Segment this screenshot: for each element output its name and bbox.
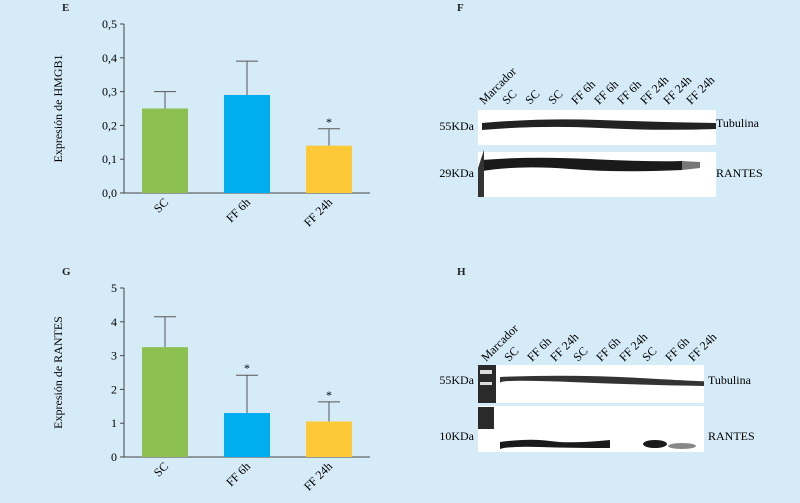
lane-label: FF 6h [593, 334, 623, 364]
lane-label: SC [545, 87, 565, 107]
bar [142, 108, 188, 193]
y-axis-label: Expresión de RANTES [51, 316, 65, 429]
panel-letter-h: H [457, 266, 466, 278]
y-tick-label: 4 [111, 315, 117, 329]
bar [224, 94, 270, 193]
y-tick-label: 5 [111, 281, 117, 295]
blot-f-tubulina-band [482, 119, 716, 130]
y-axis-label: Expresión de HMGB1 [51, 55, 65, 163]
western-blot-h: Marcador SC FF 6h FF 24h SC FF 6h FF 24h SC FF 6… [420, 270, 800, 470]
western-blot-f: Marcador SC SC SC FF 6h FF 6h FF 6h FF 24h FF 24… [420, 10, 800, 210]
rantes-bar-chart: 0 1 2 3 4 5 Expresión de RANTES SC * FF 6h * FF 24h [51, 281, 370, 493]
y-tick-label: 0,1 [102, 152, 117, 166]
lane-label: FF 6h [662, 334, 692, 364]
blot-h-marker-10: 10KDa [439, 429, 474, 443]
y-tick-label: 2 [111, 382, 117, 396]
bar [306, 421, 352, 457]
blot-f-protein-tubulina: Tubulina [716, 116, 760, 130]
lane-label: FF 6h [568, 77, 598, 107]
blot-f-marker-edge [478, 150, 484, 197]
lane-label: FF 24h [685, 330, 719, 364]
y-tick-label: 3 [111, 349, 117, 363]
y-tick-label: 0,5 [102, 17, 117, 31]
y-tick-label: 0,3 [102, 85, 117, 99]
panel-letter-f: F [457, 2, 464, 14]
blot-h-ladder-gap [480, 382, 492, 385]
bar [306, 145, 352, 193]
blot-h-rantes-band [500, 439, 610, 449]
blot-f-rantes-band-faint [682, 161, 700, 170]
lane-label: FF 6h [614, 77, 644, 107]
y-tick-label: 0,4 [102, 51, 117, 65]
hmgb1-bar-chart: 0,0 0,1 0,2 0,3 0,4 0,5 Expresión de HMGB1 SC FF… [51, 17, 370, 229]
lane-label: FF 6h [591, 77, 621, 107]
panel-letter-g: G [62, 266, 71, 278]
x-tick-label: FF 6h [223, 195, 253, 225]
blot-h-protein-tubulina: Tubulina [708, 373, 752, 387]
blot-h-marker-55: 55KDa [439, 373, 474, 387]
y-tick-label: 0,0 [102, 186, 117, 200]
blot-f-protein-rantes: RANTES [716, 166, 763, 180]
blot-f-marker-29: 29KDa [439, 166, 474, 180]
x-tick-label: FF 24h [301, 195, 335, 229]
lane-label: SC [522, 87, 542, 107]
blot-h-rantes-band-sc [643, 440, 667, 448]
y-tick-label: 0 [111, 450, 117, 464]
blot-h-ladder-gap [480, 370, 492, 374]
y-tick-label: 1 [111, 416, 117, 430]
significance-marker: * [326, 115, 332, 129]
blot-h-marker-ladder-bottom [478, 407, 494, 429]
bar [224, 413, 270, 457]
blot-h-tubulina-band [500, 375, 705, 386]
x-tick-label: FF 6h [223, 459, 253, 489]
blot-f-rantes-band [482, 157, 682, 172]
blot-f-marker-55: 55KDa [439, 119, 474, 133]
significance-marker: * [244, 361, 250, 375]
x-tick-label: SC [151, 459, 171, 479]
bar [142, 347, 188, 457]
significance-marker: * [326, 388, 332, 402]
x-tick-label: FF 24h [301, 459, 335, 493]
x-tick-label: SC [151, 195, 171, 215]
blot-h-protein-rantes: RANTES [708, 429, 755, 443]
panel-letter-e: E [62, 2, 70, 14]
lane-label: FF 6h [524, 334, 554, 364]
y-tick-label: 0,2 [102, 118, 117, 132]
blot-h-rantes-band-faint [668, 443, 696, 449]
